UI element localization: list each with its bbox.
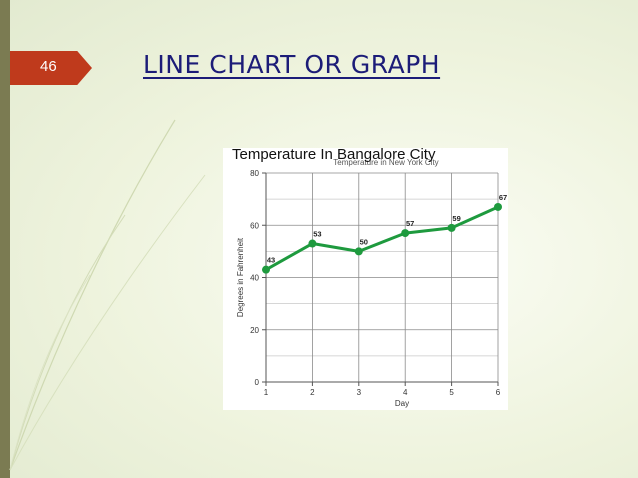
x-tick-label: 3 bbox=[357, 388, 362, 397]
x-tick-label: 5 bbox=[449, 388, 454, 397]
data-point bbox=[447, 223, 456, 232]
y-tick-label: 60 bbox=[250, 221, 259, 230]
y-tick-label: 80 bbox=[250, 169, 259, 178]
chart-title: Temperature in New York City bbox=[333, 158, 438, 167]
y-tick-label: 40 bbox=[250, 274, 259, 283]
slide-title: LINE CHART OR GRAPH bbox=[143, 50, 441, 79]
data-label: 57 bbox=[406, 219, 414, 228]
x-tick-label: 4 bbox=[403, 388, 408, 397]
data-point bbox=[308, 239, 317, 248]
x-tick-label: 6 bbox=[496, 388, 501, 397]
data-label: 67 bbox=[499, 193, 507, 202]
data-label: 50 bbox=[360, 237, 368, 246]
y-axis-label: Degrees in Fahrenheit bbox=[236, 237, 245, 317]
series-line bbox=[265, 205, 499, 271]
y-tick-label: 20 bbox=[250, 326, 259, 335]
chart-caption: Temperature In Bangalore City bbox=[232, 146, 436, 163]
data-point bbox=[401, 229, 410, 238]
y-tick-label: 0 bbox=[255, 378, 260, 387]
data-point bbox=[354, 247, 363, 256]
data-label: 53 bbox=[313, 230, 321, 239]
data-label: 59 bbox=[452, 214, 460, 223]
x-axis-label: Day bbox=[395, 399, 409, 408]
line-chart: 0 20 40 60 80 1 2 3 4 5 6 Day Degrees in Fahrenheit T… bbox=[236, 158, 507, 408]
slide-number: 46 bbox=[40, 58, 57, 75]
slide-number-badge bbox=[10, 51, 92, 85]
side-strip bbox=[0, 0, 10, 478]
data-point bbox=[494, 202, 502, 211]
x-tick-label: 1 bbox=[264, 388, 269, 397]
chart-panel: 0 20 40 60 80 1 2 3 4 5 6 Day Degrees in Fahrenheit T… bbox=[223, 148, 508, 410]
x-tick-label: 2 bbox=[310, 388, 315, 397]
data-label: 43 bbox=[267, 256, 275, 265]
data-point bbox=[262, 265, 270, 274]
